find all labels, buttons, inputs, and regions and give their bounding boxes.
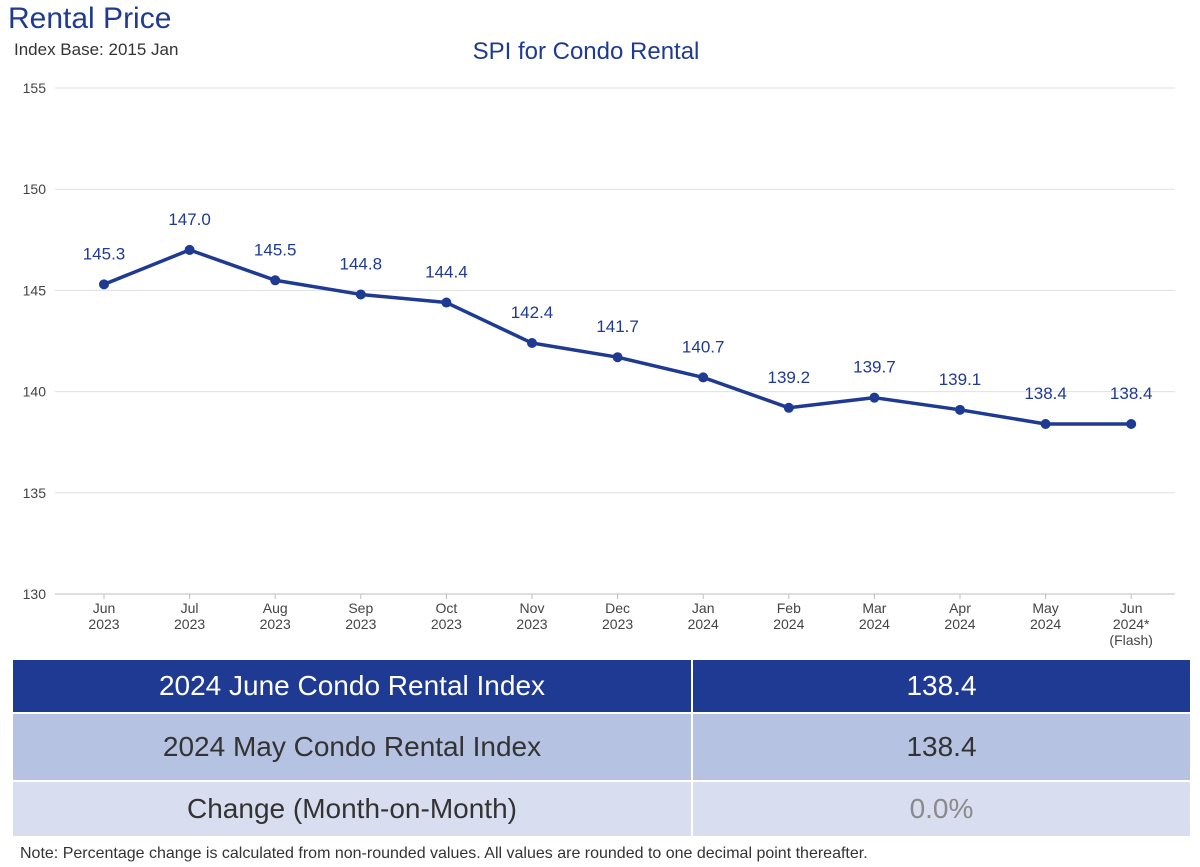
x-axis-ticks: Jun 2023 Jul 2023 Aug 2023 Sep 2023 Oct 2023 Nov 20…	[88, 594, 1153, 648]
x-tick-label: Mar 2024	[859, 600, 890, 632]
row-value: 138.4	[691, 658, 1192, 714]
series-line-path	[103, 248, 1132, 426]
data-label: 139.7	[853, 358, 896, 377]
row-value: 138.4	[691, 712, 1192, 782]
series-line	[103, 248, 1132, 426]
data-labels: 145.3 147.0 145.5 144.8 144.4 142.4 141.7 140.7…	[83, 210, 1153, 403]
page-title: Rental Price	[8, 2, 172, 35]
data-point	[1040, 418, 1051, 429]
chart-title: SPI for Condo Rental	[473, 38, 700, 65]
data-point	[783, 402, 794, 413]
data-label: 138.4	[1110, 384, 1153, 403]
data-label: 140.7	[682, 337, 725, 356]
data-label: 138.4	[1024, 384, 1067, 403]
line-chart: SPI for Condo Rental 130135140145150155 …	[23, 38, 1175, 648]
row-label: Change (Month-on-Month)	[11, 780, 693, 838]
row-value: 0.0%	[691, 780, 1192, 838]
data-label: 144.4	[425, 263, 468, 282]
y-axis-ticks: 130 135 140 145 150 155	[23, 80, 47, 602]
x-tick-label: Apr 2024	[944, 600, 975, 632]
data-label: 147.0	[168, 210, 211, 229]
x-tick-label: Oct 2023	[431, 600, 462, 632]
data-label: 141.7	[596, 317, 639, 336]
data-point	[612, 352, 623, 363]
data-point	[441, 297, 452, 308]
x-tick-label: Feb 2024	[773, 600, 804, 632]
x-tick-label: Jul 2023	[174, 600, 205, 632]
gridlines	[55, 87, 1175, 595]
data-label: 139.1	[939, 370, 982, 389]
y-tick-label: 150	[23, 181, 47, 197]
y-tick-label: 140	[23, 384, 47, 400]
table-row: 2024 May Condo Rental Index 138.4	[11, 712, 1192, 782]
data-point	[270, 275, 281, 286]
series-points	[99, 244, 1137, 429]
data-point	[869, 392, 880, 403]
data-point	[698, 372, 709, 383]
data-label: 145.3	[83, 244, 126, 263]
data-point	[1126, 418, 1137, 429]
x-tick-label: Aug 2023	[260, 600, 291, 632]
data-label: 139.2	[768, 368, 811, 387]
index-base-label: Index Base: 2015 Jan	[14, 40, 179, 59]
x-tick-label: Jun 2024* (Flash)	[1109, 600, 1153, 648]
data-label: 144.8	[340, 254, 383, 273]
summary-table: 2024 June Condo Rental Index 138.4 2024 …	[11, 658, 1192, 838]
data-point	[184, 244, 195, 255]
data-point	[955, 404, 965, 415]
table-row: 2024 June Condo Rental Index 138.4	[11, 658, 1192, 714]
data-point	[355, 289, 366, 300]
x-tick-label: Jan 2024	[688, 600, 719, 632]
y-tick-label: 155	[23, 80, 47, 96]
x-tick-label: Dec 2023	[602, 600, 633, 632]
x-tick-label: May 2024	[1030, 600, 1061, 632]
y-tick-label: 135	[23, 485, 47, 501]
x-tick-label: Jun 2023	[88, 600, 119, 632]
data-label: 142.4	[511, 303, 554, 322]
y-tick-label: 130	[23, 586, 47, 602]
y-tick-label: 145	[23, 282, 47, 298]
table-row: Change (Month-on-Month) 0.0%	[11, 780, 1192, 838]
footnote: Note: Percentage change is calculated fr…	[20, 845, 868, 862]
x-tick-label: Sep 2023	[345, 600, 376, 632]
row-label: 2024 May Condo Rental Index	[11, 712, 693, 782]
x-tick-label: Nov 2023	[516, 600, 547, 632]
row-label: 2024 June Condo Rental Index	[11, 658, 693, 714]
data-label: 145.5	[254, 240, 297, 259]
data-point	[527, 338, 537, 349]
data-point	[99, 279, 109, 290]
